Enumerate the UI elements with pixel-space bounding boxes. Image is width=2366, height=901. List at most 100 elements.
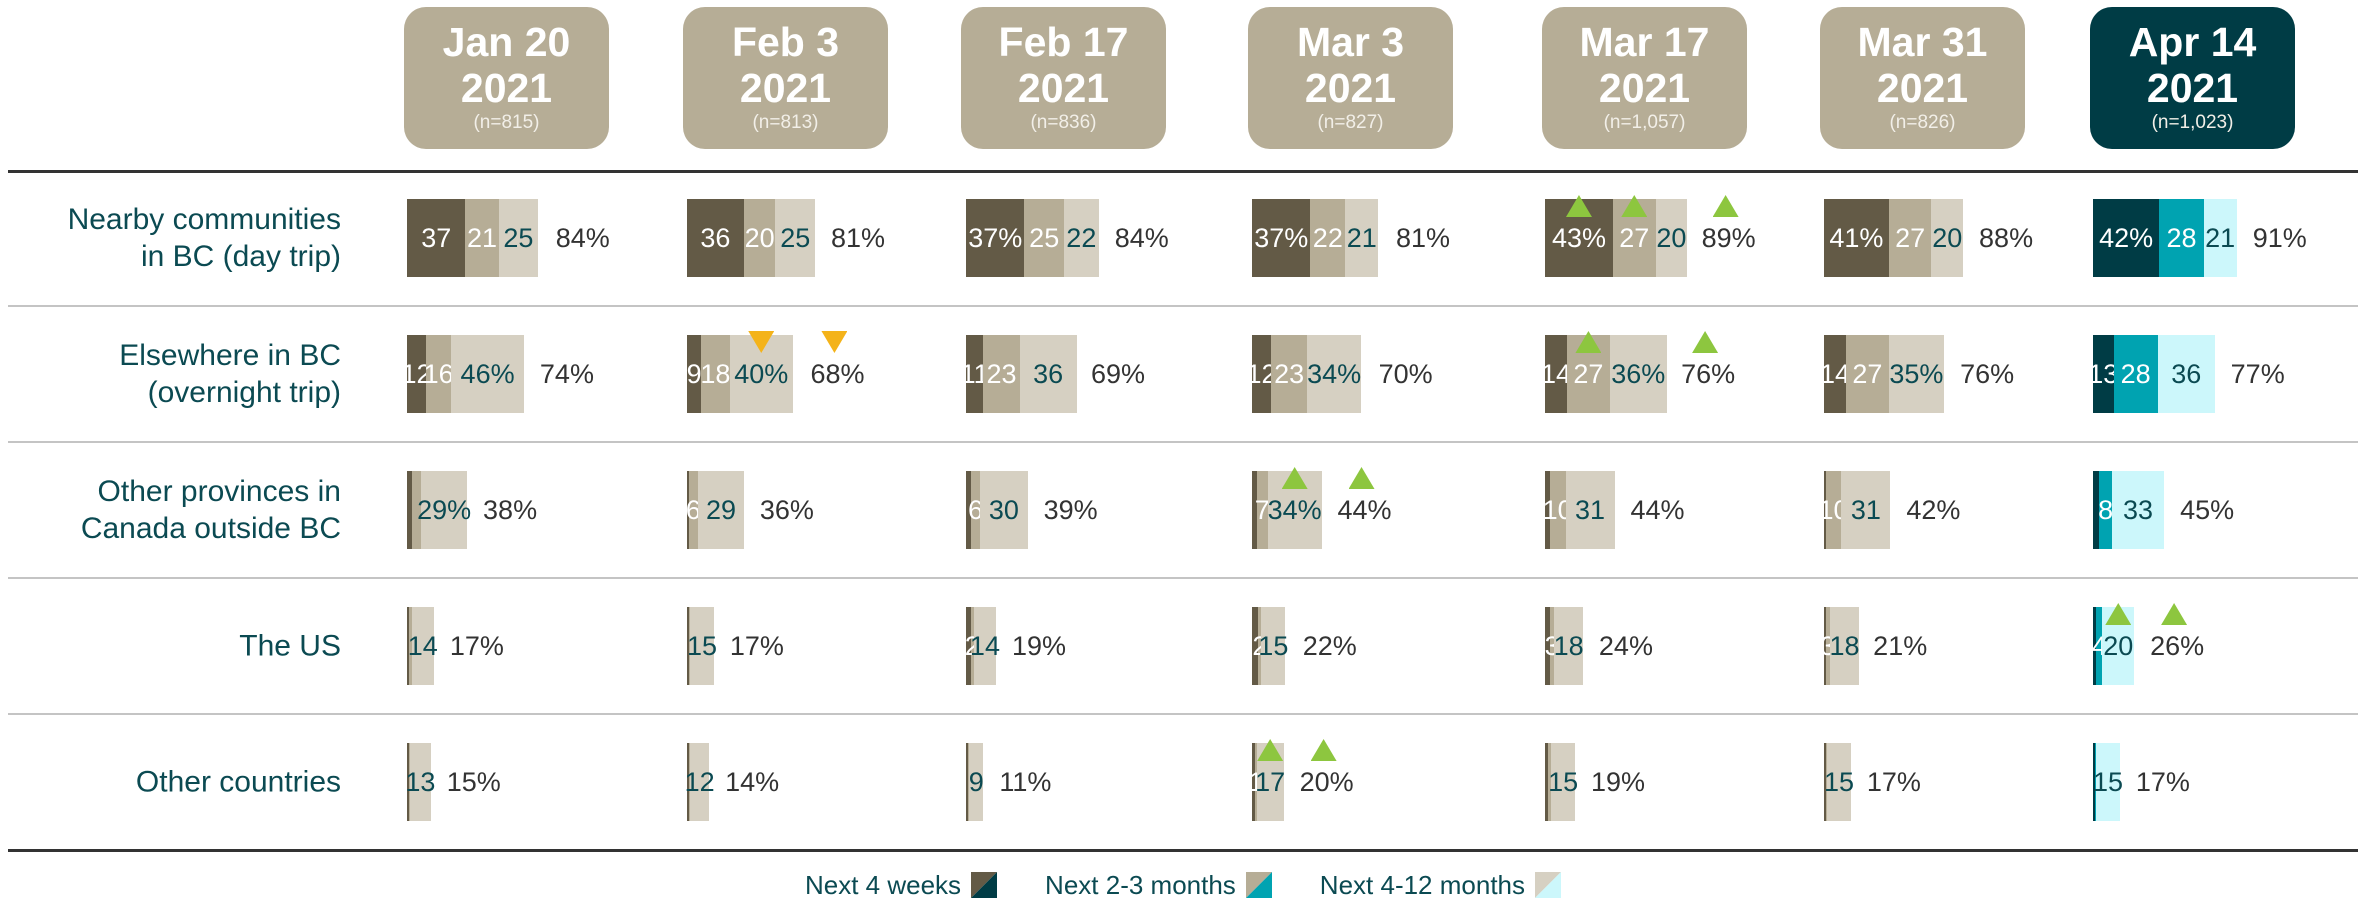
- bar-segment: [2111, 471, 2165, 549]
- bar-segment: [688, 743, 691, 821]
- header-n: (n=1,023): [2151, 112, 2234, 133]
- bar-segment: [2099, 471, 2112, 549]
- bar-segment: [1824, 335, 1847, 413]
- segment-label: 27: [1895, 223, 1926, 253]
- total-label: 17%: [729, 631, 784, 661]
- bar-segment: [2159, 199, 2204, 277]
- total-label: 74%: [539, 359, 594, 389]
- header-year: 2021: [1598, 65, 1691, 111]
- bar-segment: [2093, 743, 2095, 821]
- segment-label: 30: [988, 495, 1019, 525]
- bar-segment: [2093, 199, 2160, 277]
- header-year: 2021: [2146, 65, 2239, 111]
- bar-segment: [701, 335, 730, 413]
- segment-label: 14: [969, 631, 1000, 661]
- segment-label: 35%: [1889, 359, 1944, 389]
- segment-label: 43%: [1551, 223, 1606, 253]
- segment-label: 6: [967, 495, 983, 525]
- bar-segment: [425, 335, 452, 413]
- segment-label: 25: [780, 223, 811, 253]
- separator: [8, 713, 2358, 715]
- bar-segment: [421, 471, 468, 549]
- segment-label: 37: [421, 223, 452, 253]
- bar-segment: [1830, 607, 1859, 685]
- total-label: 84%: [1114, 223, 1169, 253]
- legend-swatch: [1245, 872, 1272, 898]
- total-label: 81%: [830, 223, 886, 253]
- bar-segment: [980, 471, 1028, 549]
- total-label: 20%: [1299, 767, 1354, 797]
- header-n: (n=815): [473, 112, 540, 133]
- total-label: 70%: [1378, 359, 1433, 389]
- column-header: Feb 17 2021 (n=836): [961, 7, 1166, 149]
- segment-label: 20: [744, 223, 775, 253]
- segment-label: 27: [1852, 359, 1883, 389]
- bar-segment: [1024, 199, 1064, 277]
- bar-segment: [966, 743, 968, 821]
- row-label: Other countries: [135, 765, 341, 799]
- swatch-half: [971, 872, 998, 898]
- header-date: Feb 3: [731, 19, 840, 65]
- bar-segment: [2113, 335, 2158, 413]
- row-label: The US: [239, 629, 341, 663]
- bar-segment: [1545, 335, 1568, 413]
- total-label: 17%: [449, 631, 504, 661]
- bar-segment: [2096, 607, 2103, 685]
- bar-segment: [966, 199, 1025, 277]
- segment-label: 36: [700, 223, 731, 253]
- segment-label: 8: [2098, 495, 2114, 525]
- bar-segment: [2094, 743, 2097, 821]
- bar-segment: [1252, 607, 1259, 685]
- total-label: 89%: [1701, 223, 1756, 253]
- row-label: Elsewhere in BC (overnight trip): [119, 339, 341, 409]
- bar-segment: [966, 335, 984, 413]
- header-year: 2021: [1304, 65, 1397, 111]
- separator: [8, 170, 2358, 173]
- bar-segment: [1545, 743, 1549, 821]
- bar-segment: [408, 607, 412, 685]
- segment-label: 21: [2205, 223, 2236, 253]
- bar-segment: [688, 607, 691, 685]
- total-label: 19%: [1012, 631, 1067, 661]
- column-header: Mar 31 2021 (n=826): [1820, 7, 2025, 149]
- column-header: Jan 20 2021 (n=815): [404, 7, 609, 149]
- legend-item: Next 2-3 months: [1045, 870, 1272, 901]
- segment-label: 14: [1820, 359, 1851, 389]
- bar-segment: [1824, 607, 1826, 685]
- header-date: Mar 31: [1857, 19, 1988, 65]
- column-header: Feb 3 2021 (n=813): [683, 7, 888, 149]
- segment-label: 15: [1548, 767, 1579, 797]
- bar-segment: [451, 335, 524, 413]
- total-label: 39%: [1043, 495, 1098, 525]
- total-label: 81%: [1395, 223, 1451, 253]
- row-label: Nearby communities in BC (day trip): [67, 203, 341, 273]
- separator: [8, 305, 2358, 307]
- bar-segment: [1252, 743, 1256, 821]
- bar-segment: [1825, 607, 1831, 685]
- bar-segment: [973, 607, 996, 685]
- bar-segment: [690, 743, 710, 821]
- header-date: Mar 3: [1296, 19, 1405, 65]
- bar-segment: [1825, 743, 1828, 821]
- bar-segment: [1545, 471, 1550, 549]
- segment-label: 18: [1829, 631, 1860, 661]
- segment-label: 36%: [1611, 359, 1666, 389]
- header-n: (n=836): [1030, 112, 1097, 133]
- segment-label: 23: [1274, 359, 1305, 389]
- segment-label: 28: [2166, 223, 2197, 253]
- bar-segment: [1310, 199, 1346, 277]
- header-year: 2021: [739, 65, 832, 111]
- segment-label: 34%: [1307, 359, 1362, 389]
- segment-label: 20: [1932, 223, 1963, 253]
- bar-segment: [1554, 607, 1583, 685]
- bar-segment: [1261, 607, 1286, 685]
- bar-segment: [1655, 199, 1688, 277]
- header-n: (n=827): [1317, 112, 1384, 133]
- total-label: 76%: [1681, 359, 1736, 389]
- total-label: 38%: [483, 495, 538, 525]
- segment-label: 27: [1573, 359, 1604, 389]
- total-label: 44%: [1337, 495, 1392, 525]
- bar-segment: [688, 471, 699, 549]
- total-label: 44%: [1630, 495, 1685, 525]
- bar-segment: [411, 471, 422, 549]
